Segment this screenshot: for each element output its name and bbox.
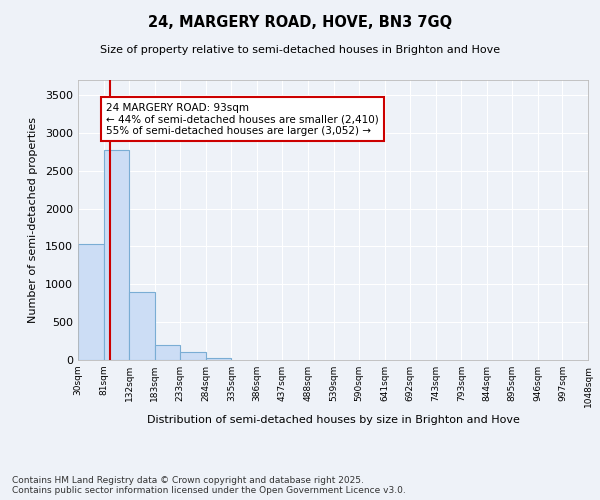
Text: Size of property relative to semi-detached houses in Brighton and Hove: Size of property relative to semi-detach… [100, 45, 500, 55]
Bar [180, 352, 206, 360]
Text: 24, MARGERY ROAD, HOVE, BN3 7GQ: 24, MARGERY ROAD, HOVE, BN3 7GQ [148, 15, 452, 30]
Bar [78, 244, 104, 360]
X-axis label: Distribution of semi-detached houses by size in Brighton and Hove: Distribution of semi-detached houses by … [146, 415, 520, 425]
Bar [104, 150, 129, 360]
Text: 24 MARGERY ROAD: 93sqm
← 44% of semi-detached houses are smaller (2,410)
55% of : 24 MARGERY ROAD: 93sqm ← 44% of semi-det… [106, 102, 379, 136]
Bar [155, 345, 180, 360]
Y-axis label: Number of semi-detached properties: Number of semi-detached properties [28, 117, 38, 323]
Bar [206, 358, 232, 360]
Bar [129, 292, 155, 360]
Text: Contains HM Land Registry data © Crown copyright and database right 2025.
Contai: Contains HM Land Registry data © Crown c… [12, 476, 406, 495]
